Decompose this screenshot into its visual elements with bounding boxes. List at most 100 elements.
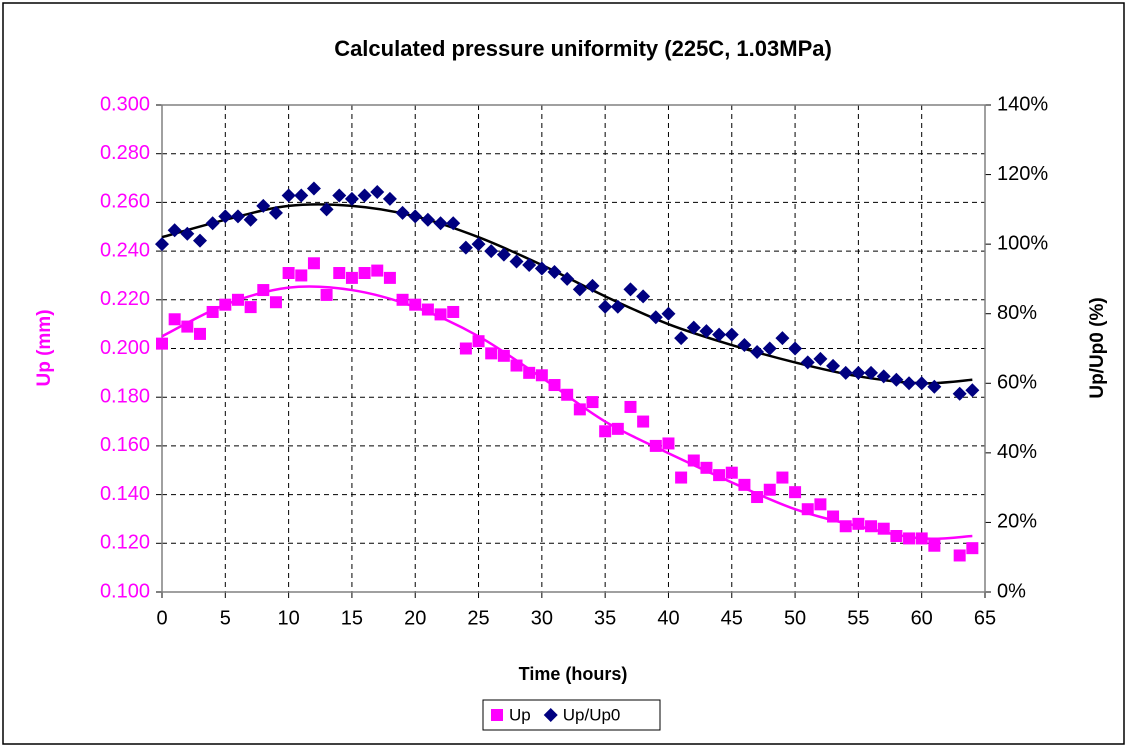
data-point [838, 365, 853, 380]
data-point [420, 212, 435, 227]
data-point [395, 205, 410, 220]
y2-axis-title: Up/Up0 (%) [1087, 297, 1108, 398]
data-point [624, 400, 637, 413]
data-point [865, 520, 878, 533]
data-point [864, 365, 879, 380]
data-point [181, 320, 194, 333]
legend-label: Up/Up0 [563, 705, 621, 724]
y2-tick-label: 20% [997, 511, 1037, 533]
data-point [750, 344, 765, 359]
data-point [661, 306, 676, 321]
data-point [876, 369, 891, 384]
data-point [458, 240, 473, 255]
data-point [776, 471, 789, 484]
data-point [814, 498, 827, 511]
data-point [459, 342, 472, 355]
data-point [496, 247, 511, 262]
x-tick-label: 45 [721, 607, 743, 629]
data-point [966, 542, 979, 555]
data-point [231, 293, 244, 306]
data-point [155, 237, 169, 252]
data-point [675, 471, 688, 484]
data-point [560, 271, 575, 286]
data-point [167, 223, 182, 238]
data-point [206, 305, 219, 318]
data-point [295, 269, 308, 282]
data-point [827, 510, 840, 523]
y-tick-label: 0.260 [100, 191, 150, 213]
data-point [332, 188, 347, 203]
data-point [738, 478, 751, 491]
data-point [903, 532, 916, 545]
data-point [447, 305, 460, 318]
data-point [485, 347, 498, 360]
data-point [257, 284, 270, 297]
data-point [914, 376, 929, 391]
y-tick-label: 0.280 [100, 142, 150, 164]
data-point [168, 313, 181, 326]
data-point [662, 437, 675, 450]
data-point [712, 327, 727, 342]
data-point [523, 366, 536, 379]
data-point [965, 383, 980, 398]
data-point [357, 188, 372, 203]
x-tick-label: 15 [341, 607, 363, 629]
data-point [610, 299, 625, 314]
data-point [548, 379, 561, 392]
data-point [371, 264, 384, 277]
data-point [813, 351, 828, 366]
data-point [637, 415, 650, 428]
data-point [156, 337, 168, 350]
data-point [751, 491, 764, 504]
data-point [319, 202, 334, 217]
data-point [522, 258, 537, 273]
data-point [434, 308, 447, 321]
data-point [928, 539, 941, 552]
y-tick-label: 0.160 [100, 434, 150, 456]
data-point [433, 216, 448, 231]
data-point [724, 327, 739, 342]
data-point [611, 422, 624, 435]
data-point [826, 358, 841, 373]
x-tick-label: 25 [467, 607, 489, 629]
x-tick-label: 60 [911, 607, 933, 629]
x-tick-label: 5 [220, 607, 231, 629]
y-tick-label: 0.200 [100, 337, 150, 359]
data-point [484, 244, 499, 259]
y-tick-label: 0.120 [100, 532, 150, 554]
data-point [572, 282, 587, 297]
data-point [788, 341, 803, 356]
legend-label: Up [509, 705, 531, 724]
data-point [839, 520, 852, 533]
data-point [396, 293, 409, 306]
x-tick-label: 40 [657, 607, 679, 629]
legend-marker [543, 708, 558, 722]
data-point [561, 388, 574, 401]
data-point [370, 184, 385, 199]
data-point [851, 365, 866, 380]
data-point [534, 261, 549, 276]
data-point [687, 454, 700, 467]
data-point [230, 209, 245, 224]
data-point [800, 355, 815, 370]
data-point [472, 335, 485, 348]
data-point [408, 209, 423, 224]
data-point [889, 372, 904, 387]
data-point [915, 532, 928, 545]
data-point [282, 267, 295, 280]
data-point [573, 403, 586, 416]
data-point [382, 191, 397, 206]
data-point [877, 522, 890, 535]
data-point [358, 267, 371, 280]
x-tick-label: 10 [277, 607, 299, 629]
y-tick-label: 0.180 [100, 385, 150, 407]
y2-tick-label: 60% [997, 372, 1037, 394]
data-point [193, 327, 206, 340]
data-point [636, 289, 651, 304]
data-point [801, 503, 814, 516]
data-point [547, 264, 562, 279]
data-point [535, 369, 548, 382]
data-point [244, 301, 257, 314]
data-point [763, 483, 776, 496]
data-point [623, 282, 638, 297]
